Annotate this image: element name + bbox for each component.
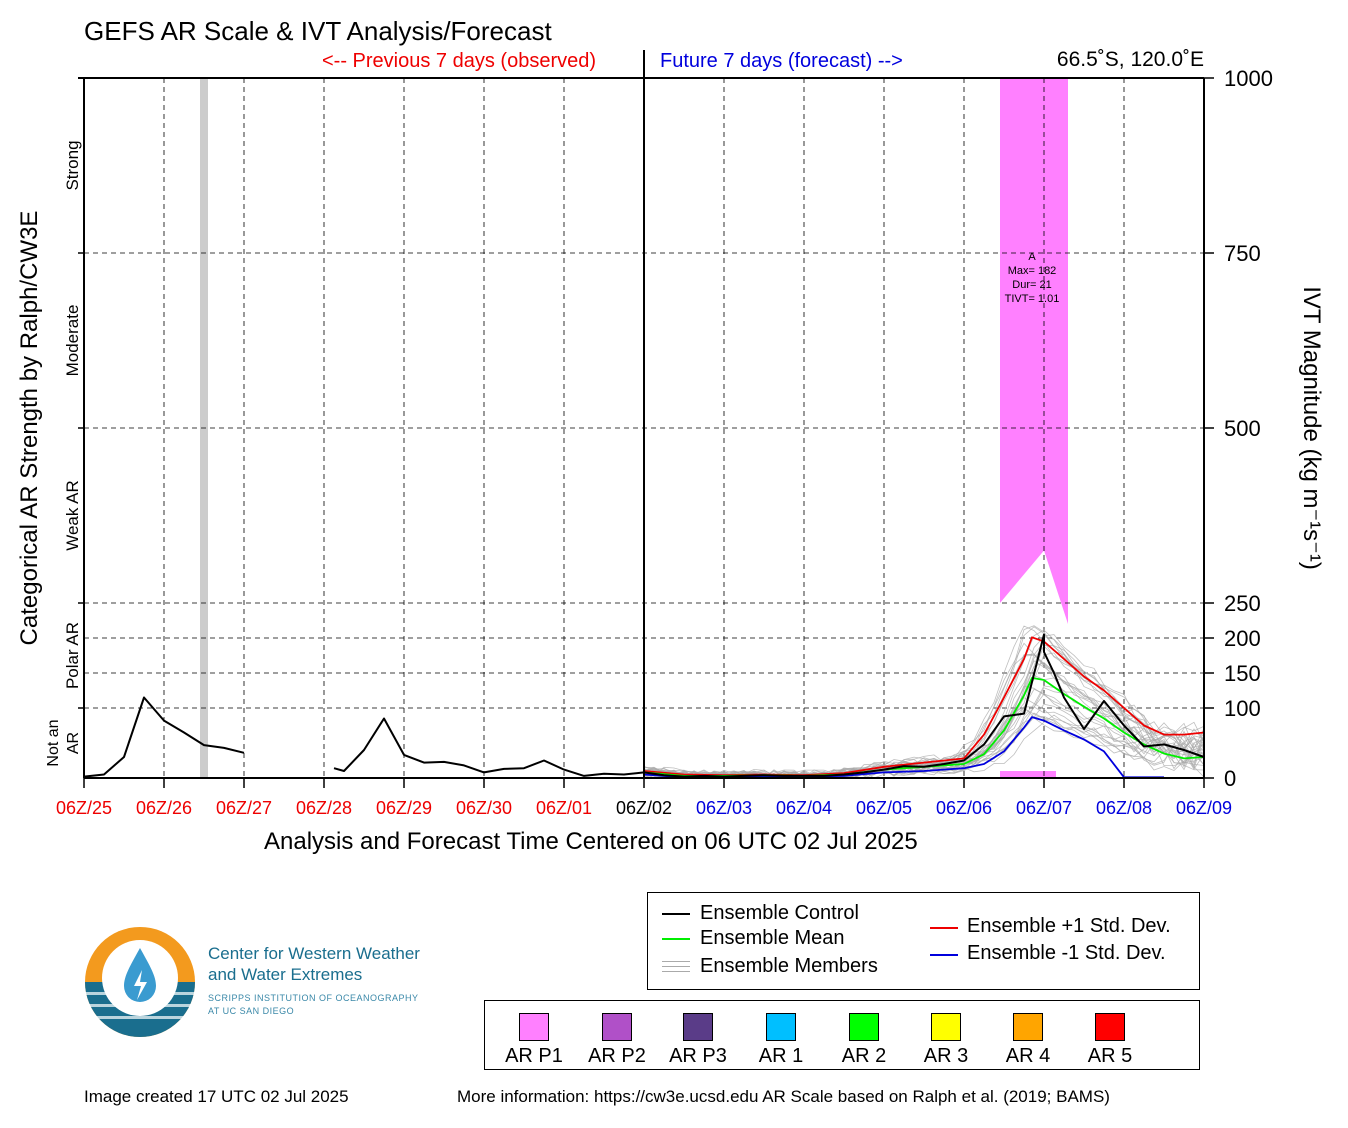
x-tick-label: 06Z/09 bbox=[1176, 798, 1232, 818]
y-tick-label: 100 bbox=[1224, 696, 1261, 721]
ar-event-annotation-line: A bbox=[1028, 251, 1036, 263]
minus-std-line bbox=[643, 716, 1164, 779]
plus-std-line bbox=[643, 636, 1205, 777]
legend-members-swatch-2 bbox=[662, 966, 690, 967]
y-tick-label: 150 bbox=[1224, 661, 1261, 686]
future-days-label: Future 7 days (forecast) --> bbox=[660, 50, 903, 72]
ensemble-member-line bbox=[643, 688, 1205, 779]
control-line bbox=[83, 696, 245, 778]
left-axis-title: Categorical AR Strength by Ralph/CW3E bbox=[16, 211, 43, 646]
ar-event-annotation-line: Max= 182 bbox=[1008, 265, 1057, 277]
ar-category-label: AR P1 bbox=[505, 1045, 563, 1067]
legend-members-swatch-3 bbox=[662, 971, 690, 972]
y-tick-label: 250 bbox=[1224, 591, 1261, 616]
right-axis-title: IVT Magnitude (kg m⁻¹s⁻¹) bbox=[1298, 286, 1325, 570]
ar-category-swatch bbox=[766, 1013, 796, 1041]
legend-mean-swatch bbox=[662, 938, 690, 940]
ar-category-label: AR 5 bbox=[1087, 1045, 1133, 1067]
ar-category-item: AR 4 bbox=[988, 1001, 1068, 1068]
ar-category-item: AR P3 bbox=[658, 1001, 738, 1068]
legend-minus-std-label: Ensemble -1 Std. Dev. bbox=[967, 942, 1166, 964]
ar-category-label: AR P2 bbox=[588, 1045, 646, 1067]
x-tick-label: 06Z/03 bbox=[696, 798, 752, 818]
category-label: Moderate bbox=[63, 305, 82, 377]
ar-category-label: AR 3 bbox=[923, 1045, 969, 1067]
legend-mean-label: Ensemble Mean bbox=[700, 927, 845, 949]
y-tick-label: 0 bbox=[1224, 766, 1236, 791]
x-tick-label: 06Z/08 bbox=[1096, 798, 1152, 818]
ensemble-member-line bbox=[643, 625, 1205, 779]
ar-category-swatch bbox=[1013, 1013, 1043, 1041]
ar-category-legend: AR P1 AR P2 AR P3 AR 1 AR 2 AR 3 AR 4 AR 5 bbox=[484, 1000, 1200, 1070]
ar-event-band bbox=[1000, 78, 1068, 624]
ar-category-swatch bbox=[683, 1013, 713, 1041]
x-tick-label: 06Z/06 bbox=[936, 798, 992, 818]
x-tick-label: 06Z/02 bbox=[616, 798, 672, 818]
ar-category-item: AR 3 bbox=[906, 1001, 986, 1068]
x-axis-title: Analysis and Forecast Time Centered on 0… bbox=[264, 828, 918, 855]
ar-category-item: AR 1 bbox=[741, 1001, 821, 1068]
more-info-label: More information: https://cw3e.ucsd.edu … bbox=[457, 1087, 1110, 1106]
x-tick-label: 06Z/01 bbox=[536, 798, 592, 818]
ar-category-item: AR 5 bbox=[1070, 1001, 1150, 1068]
ar-category-swatch bbox=[519, 1013, 549, 1041]
x-tick-label: 06Z/04 bbox=[776, 798, 832, 818]
previous-days-label: <-- Previous 7 days (observed) bbox=[322, 50, 597, 72]
y-tick-label: 200 bbox=[1224, 626, 1261, 651]
category-label: AR bbox=[65, 732, 82, 754]
logo-text-line2: and Water Extremes bbox=[208, 965, 363, 984]
legend-control-label: Ensemble Control bbox=[700, 902, 859, 924]
control-line bbox=[333, 633, 1205, 778]
location-label: 66.5˚S, 120.0˚E bbox=[1056, 48, 1204, 71]
logo-text-line3: SCRIPPS INSTITUTION OF OCEANOGRAPHY bbox=[208, 993, 419, 1003]
legend-plus-std-label: Ensemble +1 Std. Dev. bbox=[967, 915, 1171, 937]
x-tick-label: 06Z/27 bbox=[216, 798, 272, 818]
x-tick-label: 06Z/07 bbox=[1016, 798, 1072, 818]
x-tick-label: 06Z/26 bbox=[136, 798, 192, 818]
x-tick-label: 06Z/28 bbox=[296, 798, 352, 818]
y-tick-label: 1000 bbox=[1224, 66, 1273, 91]
ar-event-annotation-line: TIVT= 1.01 bbox=[1005, 293, 1060, 305]
ar-category-swatch bbox=[602, 1013, 632, 1041]
series-legend: Ensemble Control Ensemble Mean Ensemble … bbox=[647, 892, 1200, 990]
category-label: Not an bbox=[45, 719, 62, 766]
ar-category-swatch bbox=[849, 1013, 879, 1041]
ar-category-label: AR 4 bbox=[1005, 1045, 1051, 1067]
category-label: Polar AR bbox=[63, 622, 82, 689]
ar-event-footprint bbox=[1000, 771, 1056, 778]
ar-category-swatch bbox=[1095, 1013, 1125, 1041]
ensemble-member-line bbox=[643, 626, 1205, 779]
category-label: Weak AR bbox=[63, 480, 82, 551]
ar-category-item: AR P1 bbox=[494, 1001, 574, 1068]
category-label: Strong bbox=[63, 140, 82, 190]
legend-plus-std-swatch bbox=[930, 927, 958, 929]
ensemble-member-line bbox=[643, 654, 1205, 779]
ar-category-label: AR P3 bbox=[669, 1045, 727, 1067]
ar-category-label: AR 1 bbox=[758, 1045, 804, 1067]
ar-category-item: AR 2 bbox=[824, 1001, 904, 1068]
ensemble-member-line bbox=[643, 625, 1205, 779]
ar-category-item: AR P2 bbox=[577, 1001, 657, 1068]
legend-minus-std-swatch bbox=[930, 954, 958, 956]
ar-event-annotation-line: Dur= 21 bbox=[1012, 279, 1051, 291]
x-tick-label: 06Z/29 bbox=[376, 798, 432, 818]
x-tick-label: 06Z/30 bbox=[456, 798, 512, 818]
logo-text-line4: AT UC SAN DIEGO bbox=[208, 1006, 295, 1016]
legend-control-swatch bbox=[662, 913, 690, 915]
y-tick-label: 500 bbox=[1224, 416, 1261, 441]
x-tick-label: 06Z/05 bbox=[856, 798, 912, 818]
x-tick-label: 06Z/25 bbox=[56, 798, 112, 818]
legend-members-label: Ensemble Members bbox=[700, 955, 878, 977]
ar-category-swatch bbox=[931, 1013, 961, 1041]
chart-title: GEFS AR Scale & IVT Analysis/Forecast bbox=[84, 16, 552, 46]
legend-members-swatch bbox=[662, 961, 690, 962]
y-tick-label: 750 bbox=[1224, 241, 1261, 266]
logo-text-line1: Center for Western Weather bbox=[208, 944, 420, 963]
ar-category-label: AR 2 bbox=[841, 1045, 887, 1067]
image-created-label: Image created 17 UTC 02 Jul 2025 bbox=[84, 1087, 349, 1106]
cw3e-logo bbox=[84, 926, 196, 1038]
